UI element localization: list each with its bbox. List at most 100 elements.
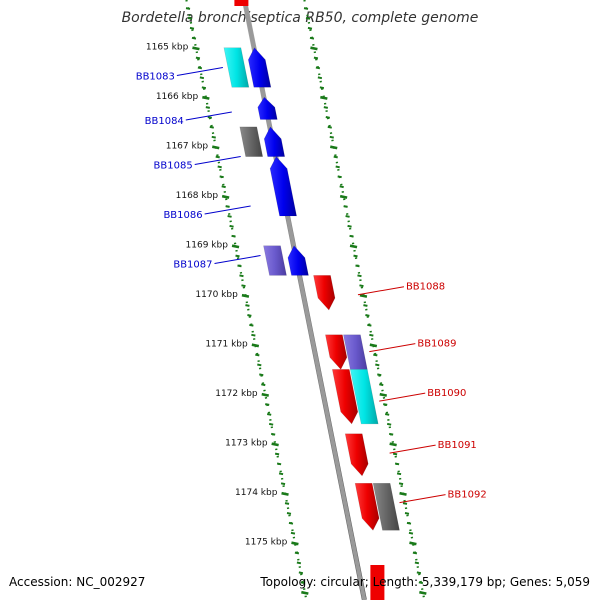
minor-tick xyxy=(402,502,408,505)
minor-tick xyxy=(237,264,242,268)
minor-tick xyxy=(261,383,266,387)
minor-tick xyxy=(355,264,360,268)
minor-tick xyxy=(235,254,240,258)
gene-label-reverse: BB1092 xyxy=(448,490,487,501)
leader-line-reverse xyxy=(379,392,426,402)
major-tick xyxy=(202,95,210,100)
minor-tick xyxy=(363,304,368,307)
minor-tick xyxy=(268,422,274,426)
minor-tick xyxy=(385,413,390,416)
minor-tick xyxy=(337,175,342,179)
leader-line-forward xyxy=(194,156,241,166)
gene-label-reverse: BB1088 xyxy=(406,282,445,293)
minor-tick xyxy=(394,462,400,466)
major-tick xyxy=(231,244,240,249)
tick-label: 1166 kbp xyxy=(156,92,199,102)
gene-feature-purple-10 xyxy=(343,334,368,370)
major-tick xyxy=(192,46,200,51)
major-tick xyxy=(261,392,269,397)
minor-tick xyxy=(280,482,286,486)
minor-tick xyxy=(303,7,309,10)
major-tick xyxy=(251,343,260,348)
minor-tick xyxy=(189,26,195,30)
leader-line-forward xyxy=(185,111,232,121)
minor-tick xyxy=(412,551,418,555)
minor-tick xyxy=(416,571,422,575)
minor-tick xyxy=(379,383,384,387)
minor-tick xyxy=(367,323,372,327)
leader-line-reverse xyxy=(389,444,436,454)
minor-tick xyxy=(231,234,236,238)
gene-label-forward: BB1085 xyxy=(154,161,193,172)
minor-tick xyxy=(325,116,330,119)
major-tick xyxy=(291,541,299,546)
major-tick xyxy=(320,95,328,100)
gene-feature-gray-3 xyxy=(239,126,264,157)
minor-tick xyxy=(369,333,374,337)
minor-tick xyxy=(276,462,282,466)
minor-tick xyxy=(343,205,348,208)
minor-tick xyxy=(315,66,321,70)
major-tick xyxy=(329,145,338,150)
minor-tick xyxy=(239,274,244,278)
minor-tick xyxy=(414,561,420,565)
tick-label: 1173 kbp xyxy=(225,439,268,449)
minor-tick xyxy=(392,452,398,456)
gene-feature-blue-2 xyxy=(257,96,278,120)
minor-tick xyxy=(274,452,280,456)
minor-tick xyxy=(284,502,290,505)
minor-tick xyxy=(219,175,224,179)
minor-tick xyxy=(201,86,207,90)
scale-ticks: 1165 kbp 1166 kbp 1167 kbp 1168 kbp 1169 kbp… xyxy=(146,0,427,600)
gene-feature-red-14 xyxy=(354,482,380,531)
major-tick xyxy=(399,491,407,496)
minor-tick xyxy=(211,135,216,139)
leader-line-reverse xyxy=(369,343,416,353)
gene-label-reverse: BB1089 xyxy=(417,339,456,350)
major-tick xyxy=(379,392,387,397)
accession-text: Accession: NC_002927 xyxy=(9,575,146,589)
gene-feature-blue-7 xyxy=(287,245,309,276)
minor-tick xyxy=(327,125,332,129)
major-tick xyxy=(221,194,230,199)
leader-line-reverse xyxy=(357,286,405,296)
major-tick xyxy=(211,145,220,150)
major-tick xyxy=(349,244,358,249)
major-tick xyxy=(409,541,417,546)
minor-tick xyxy=(257,363,262,367)
gene-label-forward: BB1084 xyxy=(145,116,184,127)
minor-tick xyxy=(418,581,424,585)
gene-feature-gray-15 xyxy=(372,482,400,531)
minor-tick xyxy=(245,304,250,307)
gene-features xyxy=(223,47,400,531)
leader-line-forward xyxy=(176,66,223,76)
minor-tick xyxy=(199,76,205,80)
major-tick xyxy=(369,343,378,348)
minor-tick xyxy=(259,373,264,377)
gene-feature-red-11 xyxy=(331,369,359,425)
minor-tick xyxy=(215,155,220,159)
minor-tick xyxy=(296,561,302,565)
gene-label-forward: BB1083 xyxy=(136,71,175,82)
major-tick xyxy=(339,194,348,199)
leader-line-reverse xyxy=(399,494,446,504)
minor-tick xyxy=(375,363,380,367)
gene-label-forward: BB1086 xyxy=(163,210,202,221)
minor-tick xyxy=(286,512,292,515)
tick-label: 1167 kbp xyxy=(166,142,209,152)
backbone-core xyxy=(242,0,367,600)
major-tick xyxy=(419,590,427,595)
gene-feature-red-8 xyxy=(313,275,336,311)
minor-tick xyxy=(329,135,334,139)
minor-tick xyxy=(270,432,276,436)
tick-label: 1169 kbp xyxy=(186,241,229,251)
gene-clipped-top xyxy=(234,0,249,6)
tick-label: 1170 kbp xyxy=(195,290,238,300)
minor-tick xyxy=(187,17,193,20)
minor-tick xyxy=(288,521,294,525)
minor-tick xyxy=(357,274,362,278)
minor-tick xyxy=(197,66,203,70)
minor-tick xyxy=(305,17,311,20)
minor-tick xyxy=(319,86,325,90)
major-tick xyxy=(271,442,279,447)
